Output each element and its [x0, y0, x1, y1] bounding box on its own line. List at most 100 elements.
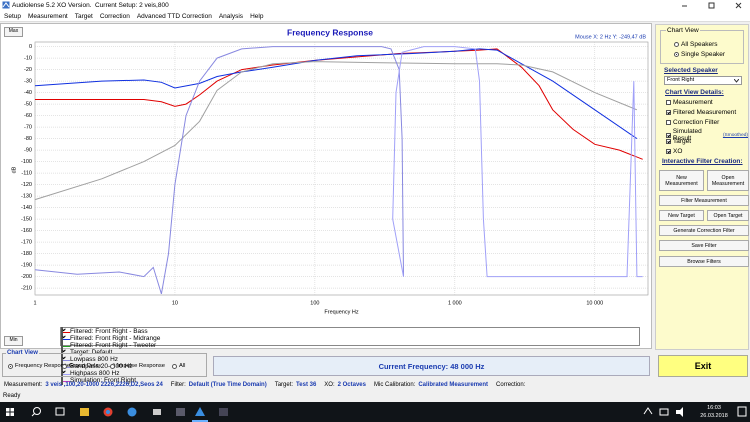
radio [674, 42, 679, 47]
chart-view-group [2, 353, 207, 377]
taskbar-icons[interactable] [0, 402, 230, 422]
series-line [34, 61, 638, 201]
y-tick-label: -150 [21, 217, 32, 223]
y-tick-label: -180 [21, 251, 32, 257]
plot-area [34, 41, 649, 296]
checkbox[interactable] [61, 327, 63, 336]
legend-item[interactable]: Simulation: Front Right [61, 376, 639, 385]
checkbox [666, 109, 671, 115]
y-tick-label: -50 [24, 102, 32, 108]
y-tick-label: -90 [24, 148, 32, 154]
checkbox[interactable] [61, 355, 63, 364]
checkbox [666, 139, 671, 145]
title-bar: Audiolense 5.2 XO Version. Current Setup… [0, 0, 750, 11]
checkbox[interactable] [61, 341, 63, 350]
status-label: Filter: [170, 382, 186, 388]
y-axis-label: dB [11, 166, 17, 173]
radio-label: Impulse Response [117, 363, 166, 369]
y-tick-label: -190 [21, 263, 32, 269]
y-tick-label: -210 [21, 286, 32, 292]
legend-item[interactable]: Filtered: Front Right - Midrange [61, 334, 639, 343]
checkbox [666, 119, 671, 125]
group-title: Chart View [6, 350, 39, 356]
panel-button[interactable]: Browse Filters [659, 256, 749, 267]
panel-button[interactable]: New Measurement [659, 170, 704, 191]
check-option[interactable]: Correction Filter [666, 119, 719, 126]
clock-date: 26.03.2018 [700, 413, 728, 419]
taskbar: 16:03 26.03.2018 [0, 402, 750, 422]
dropdown-value: Front Right [667, 77, 695, 83]
notification-icon[interactable] [737, 406, 747, 418]
radio-option[interactable]: All [172, 363, 185, 369]
check-label: Filtered Measurement [673, 108, 737, 116]
panel-button[interactable]: Filter Measurement [659, 195, 749, 206]
check-option[interactable]: Filtered Measurement [666, 109, 736, 116]
legend-item[interactable]: Filtered: Front Right - Tweeter [61, 341, 639, 350]
panel-button[interactable]: New Target [659, 210, 704, 221]
series-line [34, 48, 638, 140]
status-value: Calibrated Measurement [418, 382, 489, 388]
legend-label: Filtered: Front Right - Midrange [70, 335, 161, 342]
menu-item[interactable]: Advanced TTD Correction [136, 12, 212, 20]
legend-item[interactable]: Lowpass 800 Hz [61, 355, 639, 364]
radio-label: All [179, 363, 186, 369]
panel-button[interactable]: Generate Correction Filter [659, 225, 749, 236]
menu-item[interactable]: Target [74, 12, 93, 20]
x-axis-label: Frequency Hz [324, 309, 358, 315]
max-button[interactable]: Max [4, 27, 23, 37]
tray-icons[interactable] [640, 402, 695, 422]
menu-item[interactable]: Help [250, 12, 264, 20]
menu-item[interactable]: Correction [99, 12, 130, 20]
status-value: Test 36 [296, 382, 317, 388]
radio-label: All Speakers [681, 41, 718, 48]
check-option[interactable]: Simulated Result (Smoothed) [666, 128, 748, 142]
legend-swatch [63, 346, 70, 347]
y-tick-label: 0 [29, 44, 32, 50]
checkbox[interactable] [61, 369, 63, 378]
legend-swatch [63, 381, 70, 382]
radio-option[interactable]: Group Delay [62, 363, 102, 369]
legend-label: Filtered: Front Right - Tweeter [70, 342, 157, 349]
checkbox[interactable] [61, 334, 63, 343]
chart: Frequency Response Mouse X: 2 Hz Y: -249… [11, 27, 649, 315]
menu-item[interactable]: Setup [4, 12, 21, 20]
check-label: XO [673, 148, 683, 155]
y-tick-label: -30 [24, 79, 32, 85]
legend-item[interactable]: Highpass 800 Hz [61, 369, 639, 378]
y-tick-label: -200 [21, 274, 32, 280]
radio-option[interactable]: Impulse Response [110, 363, 165, 369]
menu-item[interactable]: Measurement [28, 12, 68, 20]
check-option[interactable]: Target [666, 138, 691, 145]
exit-button[interactable]: Exit [658, 355, 748, 377]
legend-label: Filtered: Front Right - Bass [70, 328, 148, 335]
min-button[interactable]: Min [4, 336, 23, 346]
panel-button[interactable]: Open Target [707, 210, 749, 221]
legend-item[interactable]: Filtered: Front Right - Bass [61, 327, 639, 336]
radio-option[interactable]: Single Speaker [674, 51, 725, 58]
legend-swatch [63, 332, 70, 333]
status-value: 3 veis ,100,20-1000 2226,2226,D2,Seos 24 [45, 382, 163, 388]
panel-button[interactable]: Open Measurement [707, 170, 749, 191]
window-controls[interactable] [660, 0, 750, 11]
radio-option[interactable]: Frequency Response [8, 363, 70, 369]
status-label: Correction: [496, 382, 526, 388]
radio [674, 52, 679, 57]
dropdown-arrow [734, 79, 739, 83]
window-title: Audiolense 5.2 XO Version. [12, 2, 92, 9]
series-line [34, 46, 404, 295]
panel-button[interactable]: Save Filter [659, 240, 749, 251]
speaker-dropdown[interactable]: Front Right [664, 76, 742, 85]
menu-item[interactable]: Analysis [218, 12, 244, 20]
checkbox [666, 100, 671, 105]
radio-option[interactable]: All Speakers [674, 41, 718, 48]
y-tick-label: -110 [21, 171, 32, 177]
check-option[interactable]: Measurement [666, 99, 713, 106]
radio [110, 363, 115, 369]
checkbox[interactable] [61, 348, 63, 357]
status-label: Measurement: [4, 382, 43, 388]
chart-title: Frequency Response [287, 27, 373, 37]
y-tick-label: -120 [21, 182, 32, 188]
radio-label: Single Speaker [681, 51, 726, 58]
check-option[interactable]: XO [666, 148, 682, 155]
checkbox[interactable] [61, 376, 63, 385]
